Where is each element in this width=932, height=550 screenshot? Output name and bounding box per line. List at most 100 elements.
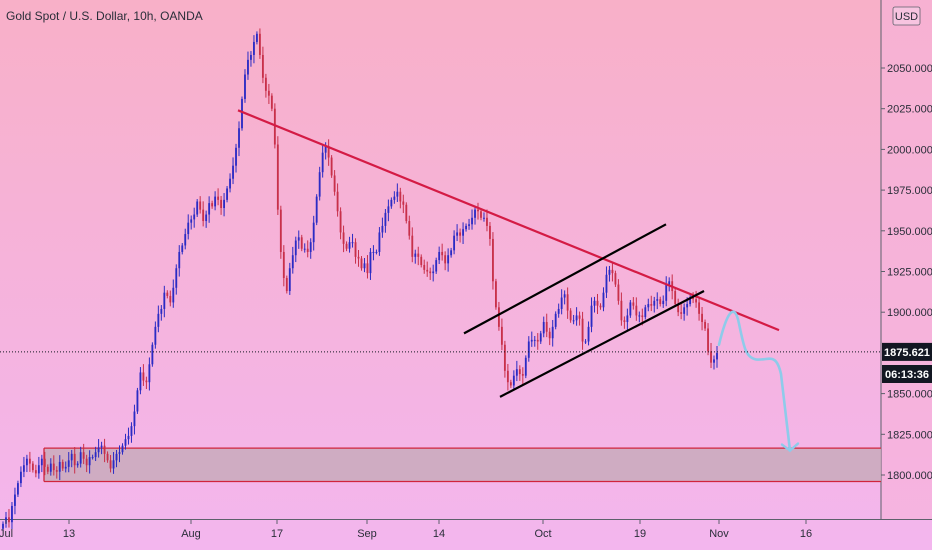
candle xyxy=(608,265,611,282)
candle-body xyxy=(112,460,115,469)
candle-body xyxy=(103,445,106,454)
candle-body xyxy=(372,251,375,253)
price-axis-area[interactable] xyxy=(881,0,932,520)
candle-body xyxy=(417,253,420,257)
candle xyxy=(366,255,369,279)
candle xyxy=(462,222,464,244)
candle xyxy=(701,306,703,331)
candle xyxy=(214,191,217,211)
candle xyxy=(707,323,709,356)
support-zone xyxy=(44,448,881,482)
candles xyxy=(2,28,718,532)
y-tick-label: 1975.000 xyxy=(887,185,932,197)
candle-body xyxy=(665,284,668,301)
candle xyxy=(354,238,357,264)
candle-body xyxy=(489,225,491,239)
candle xyxy=(599,303,602,310)
candle-body xyxy=(19,471,22,484)
candle xyxy=(175,264,178,295)
candle xyxy=(309,238,312,259)
candle-body xyxy=(124,439,127,446)
candle-body xyxy=(88,457,91,466)
candle-body xyxy=(381,225,384,233)
candle-body xyxy=(28,458,31,464)
chart-title: Gold Spot / U.S. Dollar, 10h, OANDA xyxy=(6,9,203,23)
candle-body xyxy=(306,248,309,252)
candle xyxy=(70,449,73,468)
candle xyxy=(408,215,411,240)
candle-body xyxy=(689,297,692,305)
candle xyxy=(8,509,10,528)
candle-body xyxy=(596,300,599,306)
candle-body xyxy=(411,235,414,257)
candle-body xyxy=(384,212,387,226)
candle-body xyxy=(187,222,190,235)
candle-body xyxy=(100,445,103,448)
candle xyxy=(605,266,608,299)
candle xyxy=(372,245,375,261)
candle-body xyxy=(378,232,381,252)
candle xyxy=(611,263,614,282)
candle-body xyxy=(258,33,261,55)
candle xyxy=(115,449,118,468)
candle-body xyxy=(480,211,482,218)
candle xyxy=(530,331,533,347)
candle-body xyxy=(620,300,623,321)
candle-body xyxy=(492,238,494,282)
candle xyxy=(154,321,157,349)
candle-body xyxy=(572,320,575,322)
x-tick-label: Jul xyxy=(0,528,13,540)
candle xyxy=(704,319,706,331)
candle-body xyxy=(97,447,100,453)
candle xyxy=(303,243,306,253)
candle-body xyxy=(495,281,497,308)
candle-body xyxy=(85,458,88,466)
candle xyxy=(477,202,479,220)
candle xyxy=(17,480,19,497)
y-tick-label: 1900.000 xyxy=(887,307,932,319)
candle-body xyxy=(8,517,10,523)
candle xyxy=(650,295,653,312)
candle-body xyxy=(55,470,58,472)
candle xyxy=(500,318,503,351)
currency-button[interactable]: USD xyxy=(892,6,921,26)
candle xyxy=(626,308,629,331)
candle xyxy=(232,157,234,185)
candle xyxy=(118,445,121,463)
candle-body xyxy=(229,178,231,189)
candle-body xyxy=(154,326,157,345)
candle-body xyxy=(587,326,590,342)
candle xyxy=(683,303,686,321)
candle xyxy=(444,251,447,271)
candle xyxy=(169,290,172,307)
candle xyxy=(282,245,285,287)
candle xyxy=(369,248,372,280)
candle xyxy=(253,35,255,64)
candle-body xyxy=(273,108,276,145)
channel-lower-line xyxy=(499,290,705,398)
candle xyxy=(241,96,243,131)
candle-body xyxy=(73,453,76,466)
candle-body xyxy=(276,144,279,210)
candle-body xyxy=(202,209,205,222)
candle-body xyxy=(181,245,184,252)
candle xyxy=(572,314,575,325)
candle-body xyxy=(548,331,551,339)
candle-body xyxy=(566,294,569,311)
countdown-value: 06:13:36 xyxy=(885,369,929,381)
x-tick-label: 14 xyxy=(433,528,445,540)
y-tick-label: 1850.000 xyxy=(887,389,932,401)
candle xyxy=(497,301,500,331)
candle-body xyxy=(509,382,512,386)
candle xyxy=(250,51,252,67)
candle-body xyxy=(366,263,369,274)
candle xyxy=(85,454,88,473)
candle-body xyxy=(267,90,270,96)
y-tick-label: 2025.000 xyxy=(887,104,932,116)
candle xyxy=(19,466,22,488)
candle-body xyxy=(626,315,629,322)
candle xyxy=(279,205,282,259)
candle xyxy=(420,254,423,268)
candle-body xyxy=(704,321,706,329)
x-tick-label: 13 xyxy=(63,528,75,540)
